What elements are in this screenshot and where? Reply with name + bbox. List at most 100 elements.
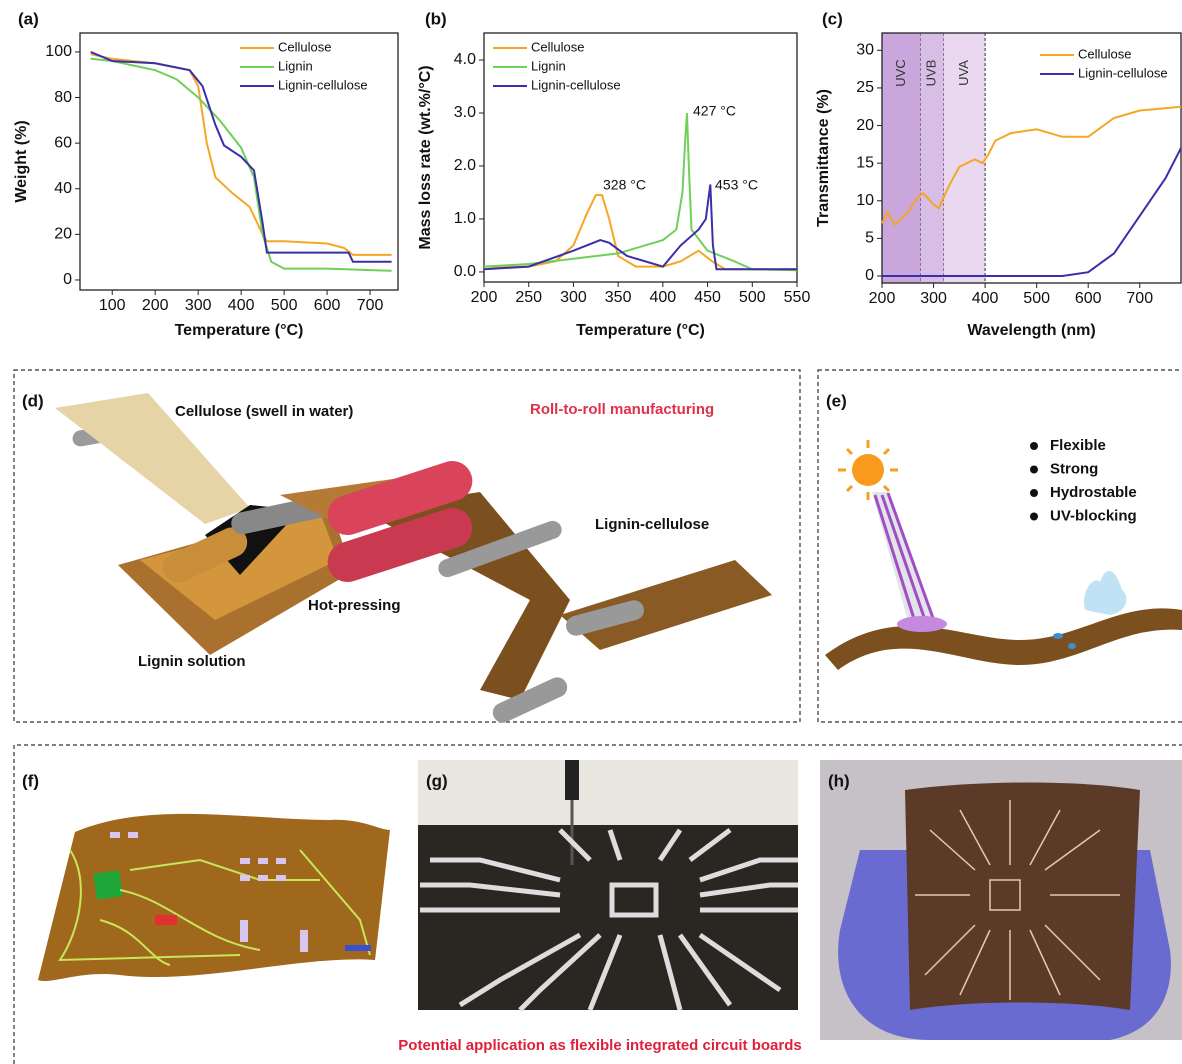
legend-label: Cellulose bbox=[531, 39, 584, 54]
x-tick-label: 200 bbox=[869, 290, 896, 307]
x-tick-label: 300 bbox=[185, 297, 212, 314]
decoration bbox=[607, 829, 623, 861]
x-tick-label: 550 bbox=[784, 289, 811, 306]
panel-label: (e) bbox=[826, 391, 847, 410]
legend-label: Lignin-cellulose bbox=[278, 77, 368, 92]
decoration bbox=[458, 932, 582, 1008]
decoration bbox=[276, 875, 286, 881]
decoration bbox=[915, 800, 1120, 1000]
decoration bbox=[873, 492, 935, 623]
decoration bbox=[959, 809, 991, 866]
photo-printing bbox=[418, 760, 798, 1012]
band-label: UVA bbox=[956, 60, 971, 86]
decoration bbox=[55, 393, 250, 524]
series-line bbox=[484, 194, 797, 271]
caption: Potential application as flexible integr… bbox=[398, 1037, 801, 1054]
y-tick-label: 1.0 bbox=[454, 210, 476, 227]
panel-label: (h) bbox=[828, 771, 850, 790]
decoration bbox=[609, 882, 659, 918]
panel-label: (a) bbox=[18, 9, 39, 28]
chart: 0.0 1.0 2.0 3.0 4.0 200 250 300 350 400 450 500 550 T… bbox=[417, 9, 810, 339]
decoration bbox=[420, 882, 561, 898]
decoration bbox=[276, 858, 286, 864]
bullet bbox=[1030, 442, 1038, 450]
decoration bbox=[155, 915, 177, 925]
decoration bbox=[162, 527, 248, 583]
plot-frame bbox=[881, 32, 1182, 284]
y-tick-label: 15 bbox=[856, 154, 874, 171]
decoration bbox=[240, 858, 250, 864]
feature: Hydrostable bbox=[1050, 484, 1137, 501]
decoration bbox=[845, 447, 854, 456]
band bbox=[920, 33, 944, 283]
panel-label: (f) bbox=[22, 771, 39, 790]
y-tick-label: 0.0 bbox=[454, 263, 476, 280]
decoration bbox=[110, 832, 308, 952]
photo-flexible-board bbox=[820, 760, 1182, 1040]
band bbox=[943, 33, 986, 283]
panel-label: (g) bbox=[426, 771, 448, 790]
x-tick-label: 600 bbox=[1075, 290, 1102, 307]
decoration bbox=[989, 879, 1021, 911]
feature: Flexible bbox=[1050, 437, 1106, 454]
chart: UVC UVB UVA 0 5 10 15 20 25 30 200 300 400 500 600 700 W… bbox=[815, 9, 1182, 339]
decoration bbox=[258, 875, 268, 881]
y-tick-label: 20 bbox=[54, 226, 72, 243]
decoration bbox=[420, 828, 798, 1012]
decoration bbox=[240, 875, 250, 881]
decoration bbox=[110, 832, 120, 838]
decoration bbox=[657, 934, 683, 1011]
y-tick-label: 0 bbox=[865, 267, 874, 284]
plot-frame bbox=[79, 32, 399, 291]
decoration bbox=[897, 616, 947, 632]
decoration bbox=[657, 828, 683, 862]
legend-label: Lignin bbox=[531, 58, 566, 73]
y-tick-label: 30 bbox=[856, 42, 874, 59]
decoration bbox=[327, 508, 473, 582]
legend-label: Cellulose bbox=[278, 39, 331, 54]
x-tick-label: 500 bbox=[739, 289, 766, 306]
decoration bbox=[873, 494, 917, 623]
decoration bbox=[1083, 570, 1127, 615]
series-line bbox=[882, 147, 1182, 277]
x-tick-label: 300 bbox=[560, 289, 587, 306]
x-tick-label: 200 bbox=[142, 297, 169, 314]
decoration bbox=[929, 829, 976, 871]
feature: Strong bbox=[1050, 460, 1098, 477]
band bbox=[882, 33, 921, 283]
decoration bbox=[430, 857, 561, 883]
annotation: 328 °C bbox=[603, 177, 646, 193]
legend-label: Cellulose bbox=[1078, 46, 1131, 61]
annotation: Lignin-cellulose bbox=[595, 516, 709, 533]
legend-label: Lignin-cellulose bbox=[531, 77, 621, 92]
y-tick-label: 0 bbox=[63, 271, 72, 288]
legend-label: Lignin bbox=[278, 58, 313, 73]
panel-frame bbox=[13, 369, 801, 723]
decoration bbox=[882, 484, 891, 493]
series-line bbox=[90, 50, 392, 263]
series-line bbox=[90, 57, 392, 272]
y-tick-label: 25 bbox=[856, 79, 874, 96]
x-tick-label: 350 bbox=[605, 289, 632, 306]
decoration bbox=[852, 454, 884, 486]
decoration bbox=[558, 828, 592, 862]
decoration bbox=[438, 520, 562, 578]
panel-label: (b) bbox=[425, 9, 447, 28]
x-tick-label: 400 bbox=[228, 297, 255, 314]
decoration bbox=[1029, 809, 1061, 866]
decoration bbox=[1044, 924, 1101, 981]
x-axis-title: Temperature (°C) bbox=[576, 322, 705, 339]
annotation: Hot-pressing bbox=[308, 597, 401, 614]
x-tick-label: 500 bbox=[271, 297, 298, 314]
decoration bbox=[128, 832, 138, 838]
x-tick-label: 400 bbox=[650, 289, 677, 306]
y-tick-label: 4.0 bbox=[454, 51, 476, 68]
annotation: Cellulose (swell in water) bbox=[175, 403, 353, 420]
decoration bbox=[1029, 929, 1061, 996]
annotation: Lignin solution bbox=[138, 653, 245, 670]
legend-label: Lignin-cellulose bbox=[1078, 65, 1168, 80]
decoration bbox=[560, 560, 772, 650]
roll-to-roll-illustration bbox=[55, 393, 772, 723]
decoration bbox=[93, 870, 123, 900]
